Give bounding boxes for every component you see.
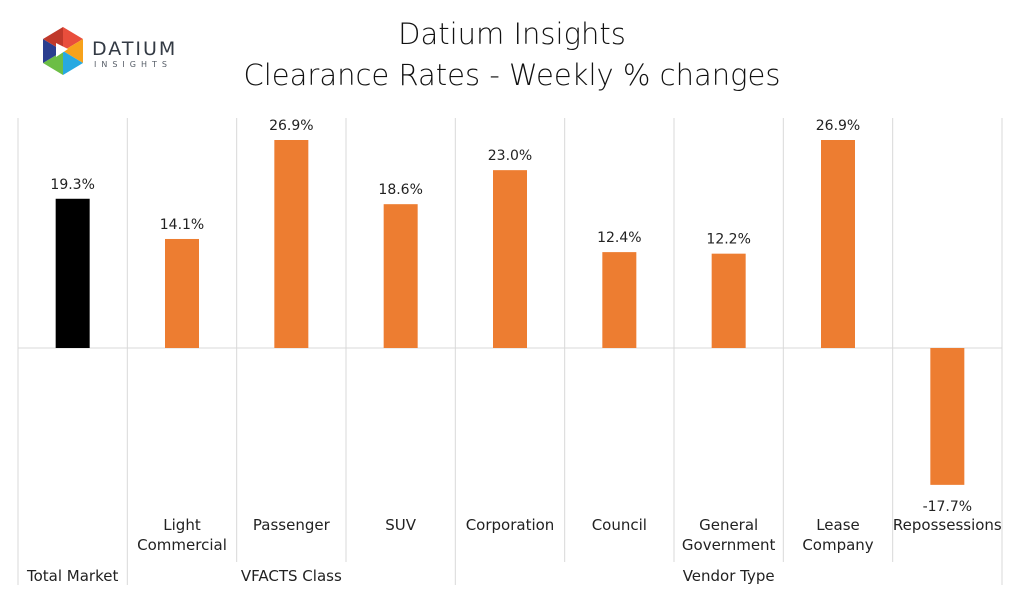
bar (383, 204, 418, 348)
category-label: Council (592, 516, 647, 534)
data-label: -17.7% (923, 499, 973, 515)
bar (493, 170, 527, 348)
data-label: 26.9% (269, 118, 313, 134)
category-label: General (699, 516, 758, 534)
logo-subtitle: INSIGHTS (94, 60, 172, 69)
category-label: SUV (385, 516, 417, 534)
chart-title: Datium Insights (398, 17, 626, 51)
chart-subtitle: Clearance Rates - Weekly % changes (243, 58, 781, 92)
data-label: 18.6% (378, 182, 422, 198)
category-label: Commercial (137, 536, 227, 554)
bar (930, 348, 965, 485)
datium-logo-icon (43, 27, 83, 75)
bar (602, 252, 637, 348)
category-label: Government (682, 536, 776, 554)
category-label: Lease (816, 516, 860, 534)
bar (711, 253, 746, 348)
bar (274, 140, 309, 348)
data-label: 12.2% (706, 232, 750, 248)
logo-wordmark: DATIUM (92, 38, 178, 60)
category-label: Corporation (466, 516, 555, 534)
data-label: 23.0% (488, 148, 532, 164)
group-label: Vendor Type (683, 567, 775, 585)
bar (821, 140, 855, 348)
bar (165, 238, 199, 348)
category-label: Passenger (253, 516, 331, 534)
category-label: Company (802, 536, 873, 554)
bar (55, 198, 90, 348)
data-label: 12.4% (597, 230, 641, 246)
datium-logo: DATIUM INSIGHTS (38, 25, 188, 80)
category-label: Light (163, 516, 201, 534)
group-label: Total Market (26, 567, 118, 585)
data-label: 14.1% (160, 217, 204, 233)
data-label: 19.3% (50, 177, 94, 193)
data-label: 26.9% (816, 118, 860, 134)
group-label: VFACTS Class (241, 567, 342, 585)
category-label: Repossessions (893, 516, 1002, 534)
